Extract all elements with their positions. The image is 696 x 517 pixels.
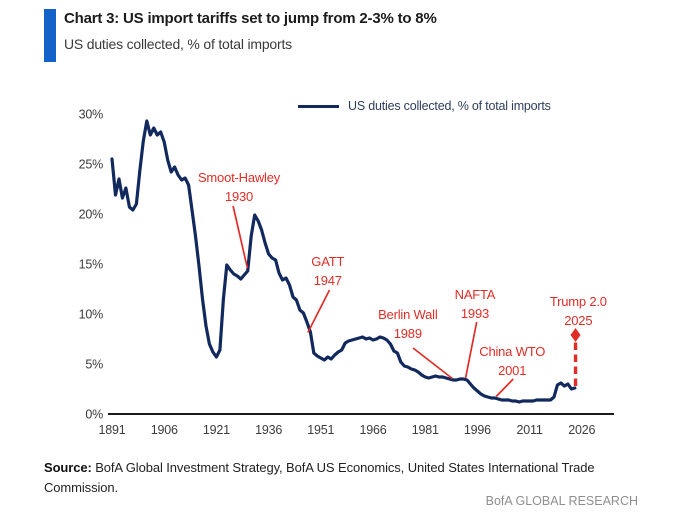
x-tick-label: 2026 [568, 423, 595, 437]
x-tick-label: 1936 [255, 423, 282, 437]
source-label: Source: [44, 460, 92, 475]
y-tick-label: 10% [79, 308, 104, 322]
chart-subtitle: US duties collected, % of total imports [64, 36, 292, 52]
chart-title: Chart 3: US import tariffs set to jump f… [64, 10, 437, 27]
annotation-label-trump-2-0-2025: Trump 2.0 [550, 294, 607, 309]
annotation-pointer-china-wto-2001 [495, 378, 514, 398]
duties-line [110, 119, 577, 404]
x-tick-label: 1891 [98, 423, 125, 437]
annotation-pointer-nafta-1993 [464, 321, 478, 379]
annotation-pointer-smoot-hawley-1930 [232, 205, 249, 269]
legend-label: US duties collected, % of total imports [348, 99, 551, 113]
annotation-pointer-berlin-wall-1989 [412, 347, 453, 380]
title-accent-bar [44, 9, 56, 62]
legend: US duties collected, % of total imports [298, 99, 551, 113]
annotation-label-berlin-wall-1989: Berlin Wall [378, 307, 438, 322]
x-tick-label: 1921 [203, 423, 230, 437]
annotation-label-china-wto-2001: China WTO [479, 344, 545, 359]
bofa-watermark: BofA GLOBAL RESEARCH [485, 494, 638, 508]
annotation-label-smoot-hawley-1930: 1930 [225, 189, 253, 204]
y-tick-label: 30% [79, 108, 104, 122]
annotation-pointer-gatt-1947 [307, 289, 331, 333]
y-tick-label: 0% [85, 408, 103, 422]
annotation-label-nafta-1993: NAFTA [455, 287, 496, 302]
annotation-label-nafta-1993: 1993 [461, 306, 489, 321]
x-tick-label: 1951 [307, 423, 334, 437]
source-text: BofA Global Investment Strategy, BofA US… [44, 460, 595, 495]
annotation-label-gatt-1947: 1947 [314, 273, 342, 288]
projection-diamond-marker [570, 328, 581, 342]
x-tick-label: 1981 [412, 423, 439, 437]
x-tick-label: 1996 [464, 423, 491, 437]
annotation-label-gatt-1947: GATT [311, 254, 344, 269]
y-tick-label: 5% [85, 358, 103, 372]
legend-line-swatch [298, 104, 339, 108]
x-tick-label: 1906 [151, 423, 178, 437]
annotation-label-berlin-wall-1989: 1989 [394, 326, 422, 341]
x-tick-label: 2011 [517, 423, 543, 437]
y-tick-label: 25% [79, 158, 104, 172]
y-tick-label: 15% [79, 258, 104, 272]
source-note: Source: BofA Global Investment Strategy,… [44, 458, 650, 497]
annotation-label-trump-2-0-2025: 2025 [564, 313, 592, 328]
y-tick-label: 20% [79, 208, 104, 222]
annotation-label-china-wto-2001: 2001 [498, 363, 526, 378]
annotation-label-smoot-hawley-1930: Smoot-Hawley [198, 170, 281, 185]
x-tick-label: 1966 [359, 423, 386, 437]
